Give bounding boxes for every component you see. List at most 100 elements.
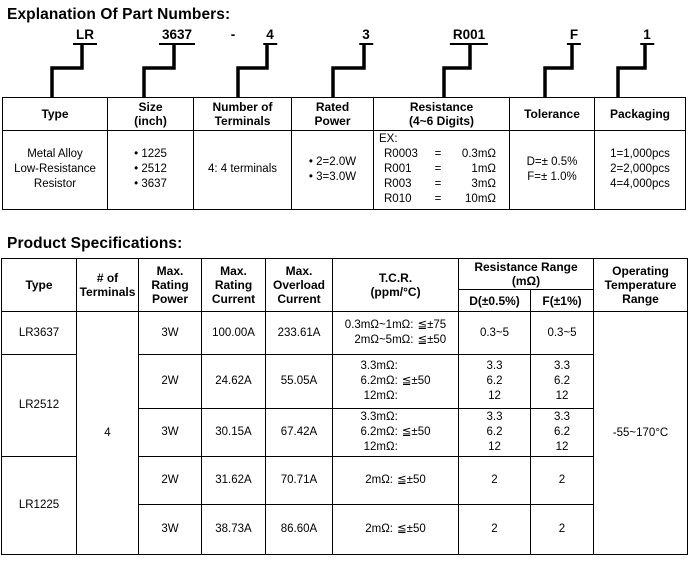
example-value: 10mΩ bbox=[465, 193, 496, 206]
tcr-tolerance: ≦±50 bbox=[397, 523, 426, 536]
spec-table: Type # of Terminals Max. Rating Power Ma… bbox=[1, 257, 689, 556]
example-code: R003 bbox=[384, 178, 412, 191]
example-eq: = bbox=[434, 178, 442, 191]
example-value: 3mΩ bbox=[471, 178, 496, 191]
part-numbers-heading: Explanation Of Part Numbers: bbox=[7, 6, 231, 23]
spec-cell-range-d: 2 bbox=[458, 456, 531, 506]
example-value: 1mΩ bbox=[471, 163, 496, 176]
tcr-range: 2mΩ~5mΩ: bbox=[354, 334, 414, 347]
pn-header-tolerance: Tolerance bbox=[509, 97, 595, 131]
connector-line-packaging bbox=[616, 45, 647, 97]
part-segment-power: 3 bbox=[359, 28, 373, 45]
pn-header-packaging: Packaging bbox=[594, 97, 686, 131]
pn-header-terminals: Number of Terminals bbox=[193, 97, 292, 131]
spec-row-lr1225-3w: 3W 38.73A 86.60A 2mΩ: ≦±50 2 2 bbox=[2, 504, 688, 556]
spec-header-tolerance-f: F(±1%) bbox=[529, 289, 595, 313]
spec-header-power: Max. Rating Power bbox=[138, 257, 202, 313]
packaging-option: 1=1,000pcs bbox=[610, 148, 670, 161]
spec-header-row-main: Type # of Terminals Max. Rating Power Ma… bbox=[1, 257, 689, 313]
tcr-tolerance bbox=[402, 440, 431, 455]
tcr-range: 3.3mΩ: bbox=[360, 411, 398, 424]
example-eq: = bbox=[434, 147, 442, 160]
resistance-example-label: EX: bbox=[379, 133, 398, 145]
power-option: • 2=2.0W bbox=[308, 155, 357, 168]
pn-header-type: Type bbox=[2, 97, 108, 131]
power-option: • 3=3.0W bbox=[308, 170, 357, 183]
spec-cell-current: 38.73A bbox=[201, 504, 266, 556]
tcr-range: 6.2mΩ: bbox=[360, 375, 398, 388]
spec-row-lr2512-3w: 3W 30.15A 67.42A 3.3mΩ: 6.2mΩ: ≦±50 12mΩ… bbox=[2, 408, 688, 458]
spec-cell-tcr: 2mΩ: ≦±50 bbox=[332, 504, 459, 556]
spec-cell-tcr: 0.3mΩ~1mΩ: ≦±75 2mΩ~5mΩ: ≦±50 bbox=[332, 311, 459, 356]
tcr-range: 12mΩ: bbox=[363, 441, 398, 454]
spec-cell-power: 3W bbox=[138, 504, 202, 556]
part-segment-size: 3637 bbox=[158, 28, 196, 45]
spec-cell-power: 2W bbox=[138, 354, 202, 410]
spec-header-resistance-range: Resistance Range (mΩ) bbox=[457, 257, 595, 291]
spec-header-current: Max. Rating Current bbox=[201, 257, 266, 313]
spec-header-row-sub: D(±0.5%) F(±1%) bbox=[2, 289, 688, 313]
tolerance-option: D=± 0.5% bbox=[526, 155, 578, 168]
example-code: R0003 bbox=[384, 147, 418, 160]
tcr-tolerance: ≦±50 bbox=[401, 426, 431, 439]
tcr-tolerance bbox=[402, 410, 431, 425]
connector-line-size bbox=[142, 45, 176, 97]
size-option: • 3637 bbox=[134, 178, 167, 191]
spec-cell-terminals: 4 bbox=[76, 311, 139, 556]
spec-cell-power: 3W bbox=[138, 311, 202, 356]
spec-cell-overload: 70.71A bbox=[265, 456, 333, 506]
tcr-tolerance: ≦±75 bbox=[417, 319, 447, 332]
spec-cell-power: 2W bbox=[138, 456, 202, 506]
product-specifications-heading: Product Specifications: bbox=[7, 235, 183, 252]
spec-cell-overload: 55.05A bbox=[265, 354, 333, 410]
spec-header-operating-temp: Operating Temperature Range bbox=[593, 257, 689, 313]
part-segment-tolerance: F bbox=[566, 28, 582, 45]
connector-line-tolerance bbox=[543, 45, 574, 97]
spec-cell-range-f: 0.3~5 bbox=[529, 311, 595, 356]
spec-cell-overload: 233.61A bbox=[265, 311, 333, 356]
tcr-range: 2mΩ: bbox=[365, 474, 394, 487]
spec-cell-tcr: 3.3mΩ: 6.2mΩ: ≦±50 12mΩ: bbox=[332, 354, 459, 410]
pn-cell-packaging: 1=1,000pcs 2=2,000pcs 4=4,000pcs bbox=[594, 130, 686, 210]
spec-cell-range-d: 2 bbox=[458, 504, 531, 556]
spec-cell-range-f: 2 bbox=[529, 504, 595, 556]
tcr-range: 2mΩ: bbox=[365, 523, 394, 536]
spec-cell-type-lr1225: LR1225 bbox=[1, 456, 77, 556]
tcr-tolerance: ≦±50 bbox=[417, 334, 447, 347]
pn-cell-size: • 1225 • 2512 • 3637 bbox=[107, 130, 194, 210]
spec-cell-operating-temp: -55~170°C bbox=[593, 311, 689, 556]
tcr-range: 6.2mΩ: bbox=[360, 426, 398, 439]
part-segment-resistance: R001 bbox=[449, 28, 489, 45]
spec-cell-range-f: 2 bbox=[529, 456, 595, 506]
pn-header-row: Type Size (inch) Number of Terminals Rat… bbox=[2, 97, 686, 131]
tcr-tolerance: ≦±50 bbox=[401, 375, 431, 388]
part-number-table: Type Size (inch) Number of Terminals Rat… bbox=[2, 97, 686, 210]
connector-line-terminals bbox=[236, 45, 269, 97]
packaging-option: 2=2,000pcs bbox=[610, 163, 670, 176]
example-code: R010 bbox=[384, 193, 412, 206]
pn-cell-tolerance: D=± 0.5% F=± 1.0% bbox=[509, 130, 595, 210]
spec-header-overload: Max. Overload Current bbox=[265, 257, 333, 313]
spec-cell-tcr: 2mΩ: ≦±50 bbox=[332, 456, 459, 506]
spec-row-lr3637-3w: LR3637 4 3W 100.00A 233.61A 0.3mΩ~1mΩ: ≦… bbox=[1, 311, 689, 556]
spec-cell-overload: 67.42A bbox=[265, 408, 333, 458]
example-value: 0.3mΩ bbox=[461, 147, 496, 160]
spec-cell-range-d: 0.3~5 bbox=[458, 311, 531, 356]
tcr-tolerance bbox=[402, 359, 431, 374]
spec-cell-type-lr2512: LR2512 bbox=[1, 354, 77, 458]
pn-cell-resistance: EX: R0003 = 0.3mΩ R001 = 1mΩ R003 = 3mΩ … bbox=[373, 130, 510, 210]
pn-header-resistance: Resistance (4~6 Digits) bbox=[373, 97, 510, 131]
size-option: • 1225 bbox=[134, 148, 167, 161]
tcr-range: 12mΩ: bbox=[363, 390, 398, 403]
resistance-example-list: R0003 = 0.3mΩ R001 = 1mΩ R003 = 3mΩ R010… bbox=[384, 147, 507, 208]
tcr-range: 0.3mΩ~1mΩ: bbox=[344, 319, 414, 332]
part-segment-packaging: 1 bbox=[640, 28, 654, 45]
connector-line-power bbox=[331, 45, 366, 97]
spec-cell-tcr: 3.3mΩ: 6.2mΩ: ≦±50 12mΩ: bbox=[332, 408, 459, 458]
spec-cell-overload: 86.60A bbox=[265, 504, 333, 556]
example-eq: = bbox=[434, 193, 442, 206]
part-segment-terminals: 4 bbox=[263, 28, 277, 45]
spec-header-type: Type bbox=[1, 257, 77, 313]
tcr-tolerance: ≦±50 bbox=[397, 474, 426, 487]
